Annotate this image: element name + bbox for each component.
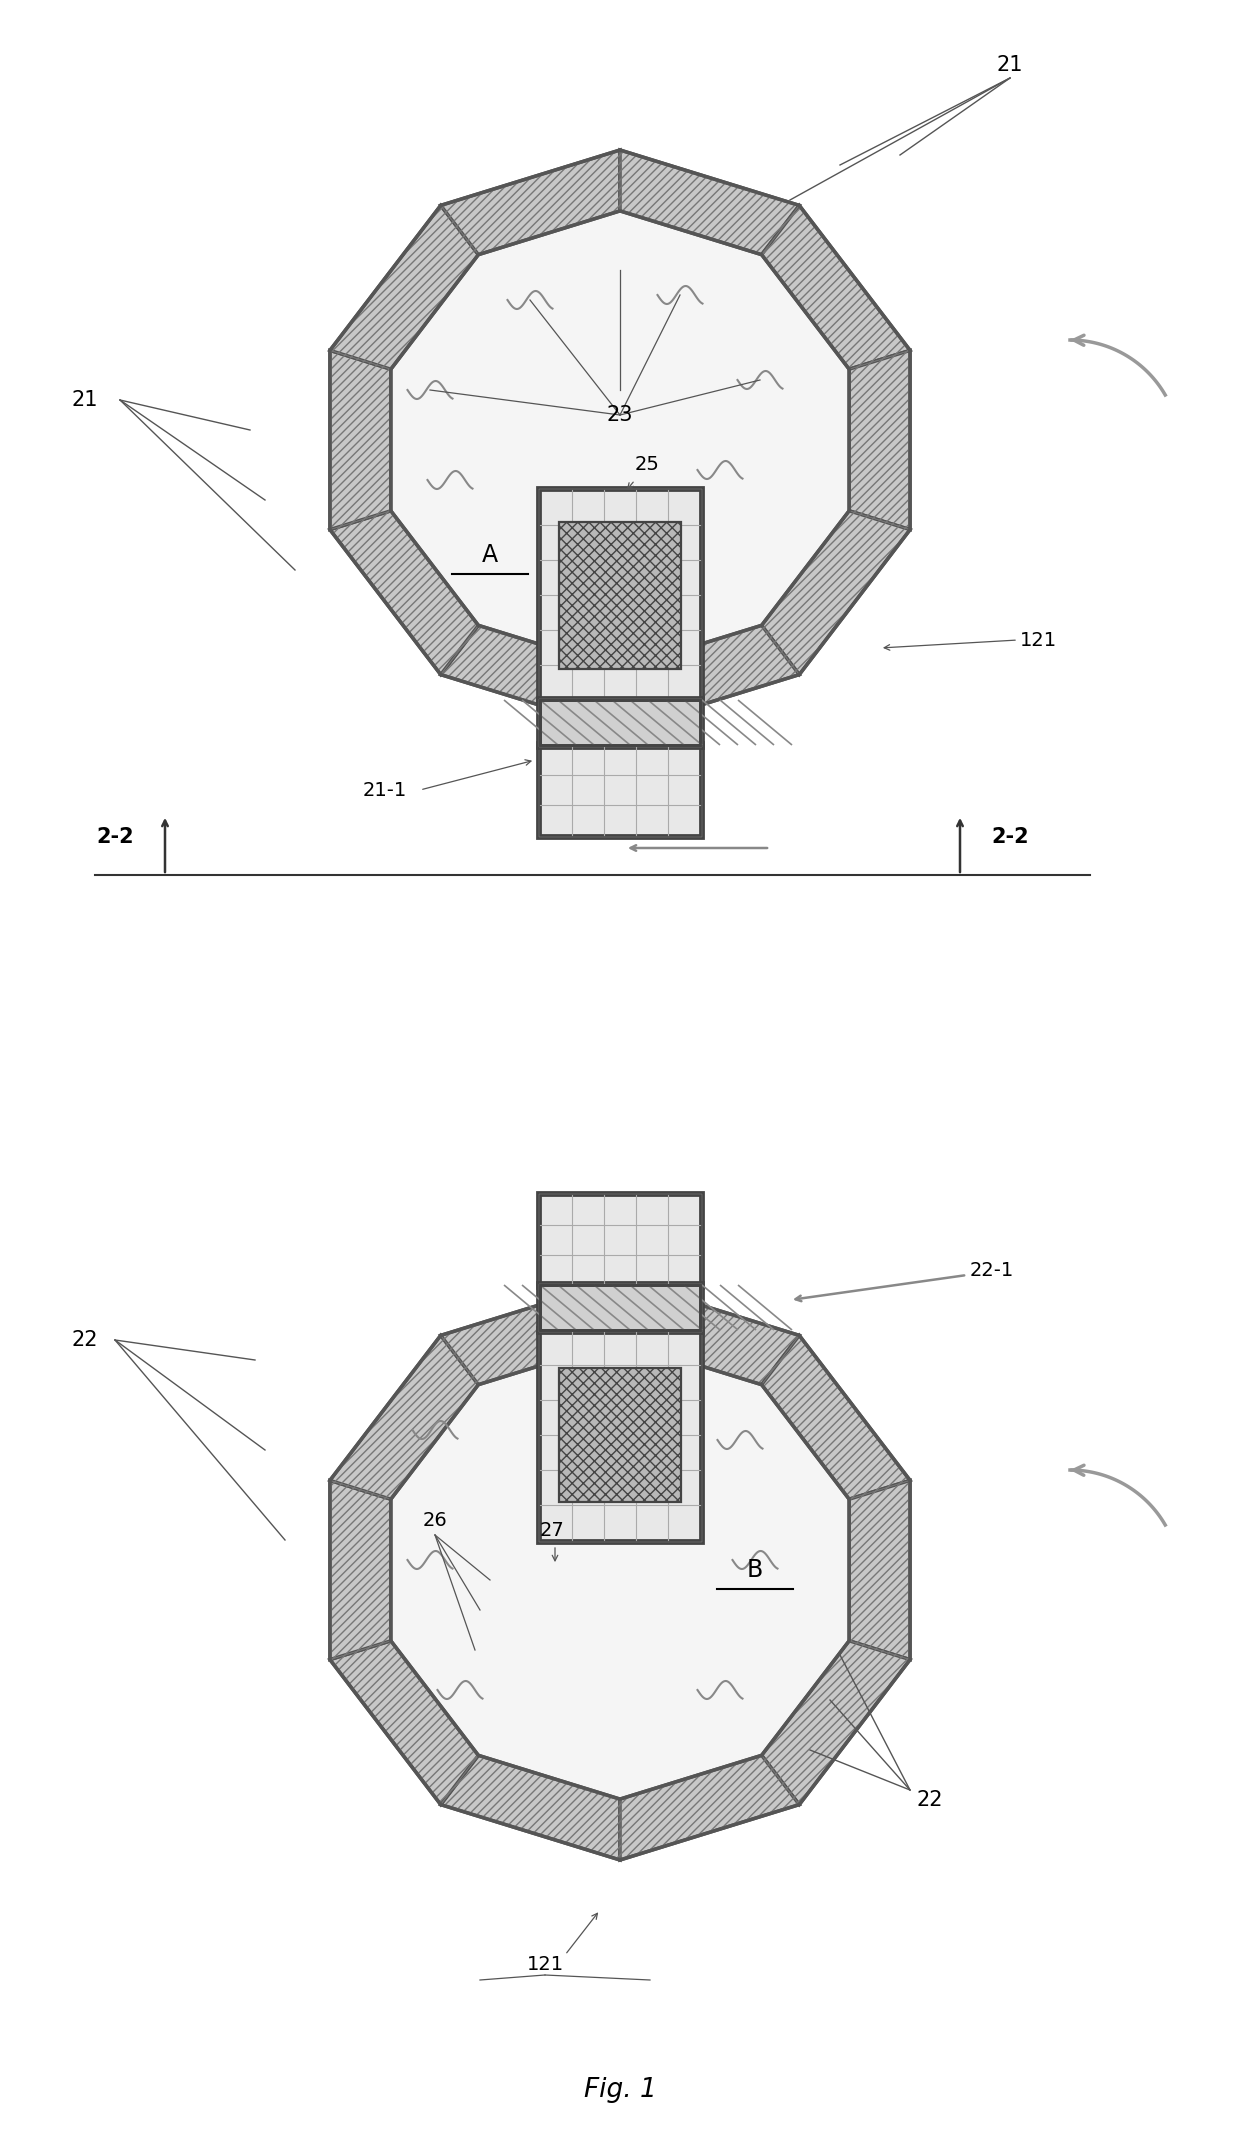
- Text: 22: 22: [72, 1331, 98, 1350]
- Text: 22-1: 22-1: [970, 1260, 1014, 1279]
- Polygon shape: [761, 1335, 910, 1500]
- Text: 22: 22: [916, 1789, 944, 1811]
- Bar: [537, 741, 703, 838]
- Text: 2-2: 2-2: [97, 827, 134, 846]
- Polygon shape: [391, 210, 849, 669]
- Bar: [537, 1327, 703, 1543]
- Polygon shape: [440, 626, 620, 731]
- Text: 21: 21: [72, 390, 98, 409]
- Bar: [539, 1331, 701, 1541]
- Bar: [537, 486, 703, 703]
- Polygon shape: [620, 1755, 800, 1860]
- Bar: [539, 701, 701, 746]
- Text: 121: 121: [1021, 630, 1058, 649]
- Text: 27: 27: [539, 1522, 564, 1539]
- Text: B: B: [746, 1558, 763, 1582]
- Text: 26: 26: [423, 1511, 448, 1530]
- Polygon shape: [620, 1279, 800, 1384]
- Polygon shape: [330, 1335, 479, 1500]
- Polygon shape: [761, 510, 910, 675]
- Bar: [539, 1286, 701, 1331]
- Polygon shape: [330, 1481, 391, 1659]
- Bar: [539, 1196, 701, 1286]
- Polygon shape: [391, 1342, 849, 1800]
- Polygon shape: [440, 150, 620, 255]
- Polygon shape: [620, 150, 800, 255]
- Bar: [537, 696, 703, 748]
- Bar: [539, 1286, 701, 1331]
- Polygon shape: [330, 510, 479, 675]
- Text: 121: 121: [527, 1957, 563, 1974]
- Polygon shape: [440, 1755, 620, 1860]
- Bar: [537, 1282, 703, 1333]
- Polygon shape: [330, 1642, 479, 1804]
- Bar: [539, 491, 701, 701]
- Polygon shape: [761, 206, 910, 369]
- Polygon shape: [620, 626, 800, 731]
- Text: 23: 23: [606, 405, 634, 424]
- Bar: [539, 701, 701, 746]
- Bar: [559, 521, 681, 669]
- Polygon shape: [440, 1279, 620, 1384]
- Polygon shape: [761, 1642, 910, 1804]
- Text: 2-2: 2-2: [991, 827, 1029, 846]
- Polygon shape: [849, 351, 910, 529]
- Polygon shape: [330, 206, 479, 369]
- Polygon shape: [330, 351, 391, 529]
- Bar: [539, 1286, 701, 1331]
- Text: 21: 21: [997, 56, 1023, 75]
- Text: A: A: [482, 542, 498, 568]
- Bar: [539, 701, 701, 746]
- Text: 21-1: 21-1: [363, 780, 407, 799]
- Polygon shape: [849, 1481, 910, 1659]
- Bar: [559, 1367, 681, 1502]
- Text: 25: 25: [635, 456, 660, 474]
- Bar: [537, 1192, 703, 1288]
- Bar: [539, 746, 701, 836]
- Text: Fig. 1: Fig. 1: [584, 2077, 656, 2102]
